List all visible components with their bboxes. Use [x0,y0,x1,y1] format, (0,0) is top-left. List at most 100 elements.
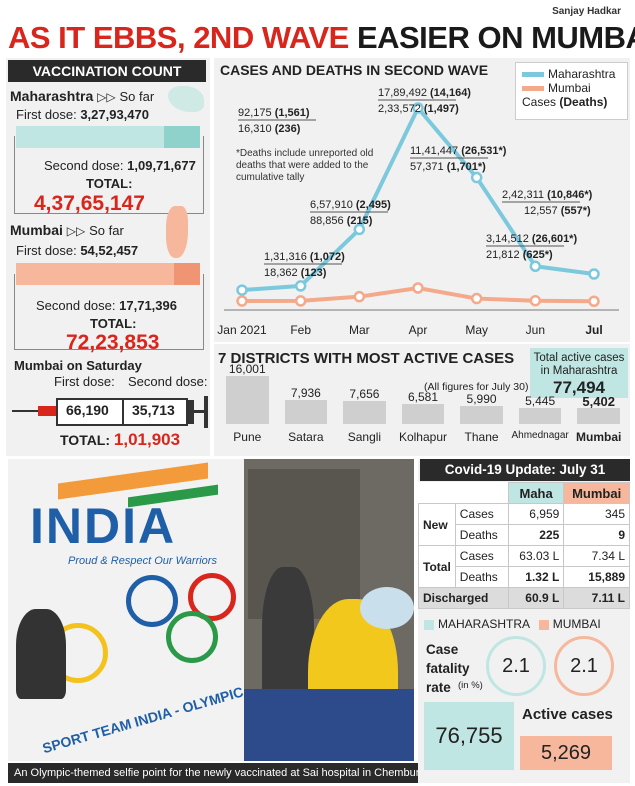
maha-dose-bracket [14,136,204,214]
banner-tagline: Proud & Respect Our Warriors [68,555,217,567]
col-maha: Maha [507,482,565,504]
row-label: Cases [454,503,509,525]
legend-maha-swatch [424,619,434,630]
district-label: Satara [288,430,324,444]
bar-value-label: 7,656 [349,387,380,402]
legend-mumbai: Mumbai [522,81,621,95]
photo-floor [244,689,414,761]
headline-part1: AS IT EBBS, 2ND WAVE [8,20,349,55]
discharged-label: Discharged [418,587,509,609]
point-maharashtra [529,260,542,273]
data-label-maharashtra: 17,89,492 (14,164) [378,87,471,99]
district-bar [577,407,620,424]
district-label: Mumbai [576,430,622,444]
play-icon: ▷▷ [97,90,116,104]
x-tick-label: May [465,323,488,337]
data-label-maharashtra: 2,42,311 (10,846*) [502,189,593,201]
cfr-mumbai-value: 2.1 [570,655,598,677]
legend-cases: Cases [522,95,557,109]
legend-mumbai-swatch [522,86,544,92]
photo-caption: An Olympic-themed selfie point for the n… [8,763,419,783]
athlete-silhouette-icon [16,609,66,699]
cfr-label: Case fatality rate [426,642,470,695]
olympic-ring-red [188,573,236,621]
mumbai-second-value: 17,71,396 [119,298,177,313]
maha-first-dose-bar [16,126,164,148]
maha-first-label: First dose: [16,107,77,122]
point-mumbai [294,295,307,307]
x-tick-label: Apr [409,323,428,337]
mumbai-second-dose: Second dose: 17,71,396 [36,298,177,313]
bar-value-label: 6,581 [407,390,438,405]
district-label: Ahmednagar [511,430,569,441]
data-label-mumbai: 12,557 (557*) [524,205,591,217]
play-icon: ▷▷ [66,224,86,238]
saturday-first-value: 66,190 [66,402,109,418]
banner-word: INDIA [30,498,177,554]
mumbai-map-icon [166,206,188,258]
active-mumbai-value: 5,269 [540,742,592,764]
cfr-maha-value: 2.1 [502,655,530,677]
point-maharashtra [294,280,307,292]
point-maharashtra [412,102,424,114]
bar-value-label: 5,402 [582,393,615,409]
maha-second-value: 1,09,71,677 [127,158,196,173]
data-label-mumbai: 21,812 (625*) [486,249,553,261]
data-label-mumbai: 88,856 (215) [310,215,373,227]
district-bar [226,376,269,424]
bar-value-label: 16,001 [228,362,266,376]
district-label: Kolhapur [398,430,447,444]
cell-mumbai: 345 [563,503,630,525]
point-mumbai [588,295,600,307]
maha-first-value: 3,27,93,470 [80,107,149,122]
x-tick-label: Feb [290,323,311,337]
group-new: New [418,503,456,546]
mumbai-first-dose: First dose: 54,52,457 [16,243,138,258]
data-label-maharashtra: 1,31,316 (1,072) [264,251,345,263]
districts-subtitle: (All figures for July 30) [424,381,529,393]
saturday-total-label: TOTAL: [60,432,111,448]
saturday-title: Mumbai on Saturday [14,358,142,373]
cfr-mumbai-circle: 2.1 [554,636,614,696]
maha-second-dose-bar [164,126,200,148]
row-label: Cases [454,545,509,567]
point-maharashtra [470,171,483,184]
cell-mumbai: 7.34 L [563,545,630,567]
districts-title: 7 DISTRICTS WITH MOST ACTIVE CASES [218,350,515,367]
point-mumbai [236,295,248,307]
data-label-maharashtra: 11,41,447 (26,531*) [410,145,507,157]
districts-total-label: Total active cases in Maharashtra [533,352,625,377]
mumbai-first-dose-bar [16,263,174,285]
headline-part2: EASIER ON MUMBAI [356,20,635,55]
mumbai-second-label: Second dose: [36,298,116,313]
bar-value-label: 5,990 [466,392,497,407]
discharged-mumbai: 7.11 L [563,587,630,609]
line-chart-title: CASES AND DEATHS IN SECOND WAVE [220,62,489,78]
row-label: Deaths [454,524,509,546]
col-mumbai: Mumbai [563,482,630,504]
maha-vac-heading: Maharashtra ▷▷ So far [10,88,154,104]
x-tick-label: Mar [349,323,370,337]
x-tick-label: Jun [526,323,545,337]
bar-value-label: 5,445 [525,393,556,408]
legend-cases-deaths: Cases (Deaths) [522,95,621,109]
mumbai-dose-bracket [14,274,204,350]
covid-legend: MAHARASHTRA MUMBAI [424,617,601,631]
mumbai-total-label: TOTAL: [90,316,137,331]
mumbai-vac-heading: Mumbai ▷▷ So far [10,222,124,238]
health-worker-cap [360,587,414,629]
district-bar [401,404,445,424]
olympic-ring-blue [126,575,178,627]
legend-maha-label: Maharashtra [548,67,616,81]
data-label-mumbai: 18,362 (123) [264,267,327,279]
table-row: Deaths 1.32 L 15,889 [419,566,630,588]
saturday-total-value: 1,01,903 [113,430,181,449]
table-row: Total Cases 63.03 L 7.34 L [418,545,630,588]
cell-maha: 225 [507,524,565,546]
point-mumbai [470,292,483,305]
districts-total-value: 77,494 [553,378,605,397]
point-maharashtra [588,268,600,280]
syringe-icon [12,396,208,428]
covid-table: Maha Mumbai New Cases 6,959 345 Deaths 2… [418,482,630,609]
mumbai-so-far: So far [89,223,124,238]
